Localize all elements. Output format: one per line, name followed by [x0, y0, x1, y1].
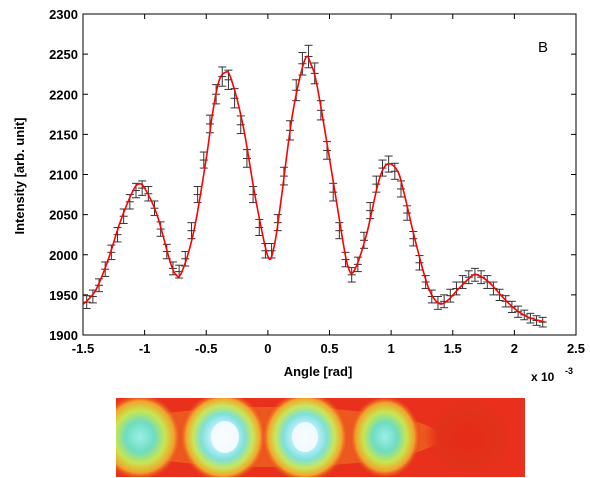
x-tick-label: 2.5 [567, 341, 585, 356]
data-point [446, 288, 455, 303]
x-tick-label: -1 [139, 341, 151, 356]
y-axis-title: Intensity [arb. unit] [12, 118, 27, 235]
x-tick-label: 0.5 [320, 341, 338, 356]
map-blob-5 [424, 398, 512, 477]
x-tick-label: 2 [511, 341, 518, 356]
map-blob-4 [349, 398, 421, 477]
data-point [95, 278, 104, 293]
y-tick-label: 2150 [49, 127, 78, 142]
series-fit-line [83, 55, 546, 323]
y-tick-label: 2200 [49, 87, 78, 102]
y-tick-label: 2300 [49, 7, 78, 22]
data-point [347, 267, 356, 283]
intensity-map [116, 398, 525, 477]
y-tick-label: 2250 [49, 47, 78, 62]
y-tick-label: 2050 [49, 208, 78, 223]
plot-frame [82, 13, 577, 336]
data-point [440, 294, 449, 309]
data-point [298, 52, 307, 76]
map-blob-1 [116, 398, 182, 477]
y-tick-label: 1950 [49, 288, 78, 303]
x-tick-label: 1 [388, 341, 395, 356]
y-tick-label: 2000 [49, 248, 78, 263]
data-point [218, 66, 227, 87]
x-tick-label: -0.5 [195, 341, 217, 356]
panel-label: B [538, 39, 548, 56]
y-axis: 1900 1950 2000 2050 2100 2150 2200 2250 2300 [49, 7, 576, 343]
map-bright-spot-2 [292, 422, 318, 452]
map-bright-spot-1 [211, 421, 239, 453]
x-exponent-power: -3 [565, 366, 573, 376]
y-tick-label: 1900 [49, 328, 78, 343]
x-axis: -1.5 -1 -0.5 0 0.5 1 1.5 2 2.5 [72, 14, 585, 356]
x-axis-title: Angle [rad] [284, 364, 353, 379]
x-tick-label: -1.5 [72, 341, 94, 356]
x-tick-label: 0 [264, 341, 271, 356]
y-tick-label: 2100 [49, 168, 78, 183]
plot-area: 1900 1950 2000 2050 2100 2150 2200 2250 2300 -1.… [49, 7, 585, 356]
x-exponent-base: x 10 [531, 370, 555, 384]
x-tick-label: 1.5 [444, 341, 462, 356]
data-point [378, 159, 387, 177]
x-axis-exponent: x 10 -3 [531, 366, 573, 384]
